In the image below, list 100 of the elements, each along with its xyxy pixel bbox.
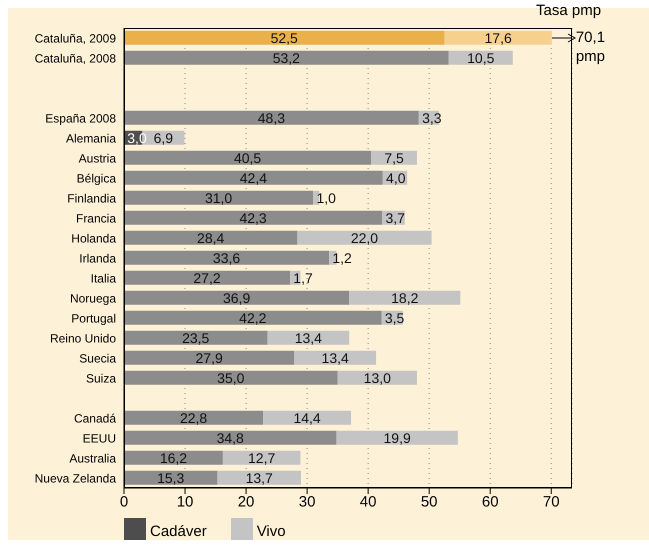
bar <box>124 150 372 165</box>
data-label: 22,0 <box>350 230 378 246</box>
bar <box>217 470 302 485</box>
bar <box>124 410 264 425</box>
data-label: 53,2 <box>272 50 300 66</box>
legend-label: Cadáver <box>150 523 207 540</box>
data-label: 35,0 <box>217 370 245 386</box>
y-tick-label: Nueva Zelanda <box>34 471 116 486</box>
data-label: 14,4 <box>293 410 321 426</box>
data-label: 19,9 <box>384 430 411 446</box>
bar <box>124 450 223 465</box>
x-tick-label: 0 <box>120 494 128 511</box>
bar <box>124 270 290 285</box>
y-tick-label: Portugal <box>71 311 116 326</box>
data-label: 27,9 <box>196 350 223 366</box>
data-label: 13,7 <box>246 470 274 486</box>
y-tick-label: EEUU <box>82 431 116 446</box>
bar <box>267 330 350 345</box>
bar <box>294 350 376 365</box>
x-tick-label: 50 <box>420 494 438 511</box>
data-label: 1,2 <box>332 250 352 266</box>
data-label: 4,0 <box>386 170 406 186</box>
data-label: 52,5 <box>270 30 298 46</box>
y-tick-label: Reino Unido <box>50 331 116 346</box>
data-label: 28,4 <box>197 230 225 246</box>
data-label: 1,7 <box>293 270 313 286</box>
data-label: 13,4 <box>322 350 350 366</box>
data-label: 13,4 <box>294 330 322 346</box>
x-tick-label: 10 <box>176 494 194 511</box>
bar <box>124 110 419 125</box>
x-tick-label: 70 <box>542 494 560 511</box>
y-tick-label: Holanda <box>71 231 116 246</box>
bar <box>313 190 320 205</box>
data-label: 16,2 <box>160 450 188 466</box>
bar <box>124 370 338 385</box>
data-label: 40,5 <box>234 150 262 166</box>
bar <box>124 170 383 185</box>
data-label: 3,3 <box>422 110 442 126</box>
data-label: 23,5 <box>182 330 210 346</box>
y-tick-label: España 2008 <box>45 111 116 126</box>
y-tick-label: Bélgica <box>76 171 116 186</box>
bar <box>338 370 417 385</box>
legend-label: Vivo <box>256 523 286 540</box>
data-label: 3,7 <box>385 210 406 226</box>
data-label: 42,4 <box>240 170 268 186</box>
text: Tasa pmp <box>536 2 602 19</box>
data-label: 36,9 <box>222 290 250 306</box>
bar <box>263 410 352 425</box>
data-label: 10,5 <box>467 50 495 66</box>
y-tick-label: Austria <box>78 151 116 166</box>
data-label: 17,6 <box>484 30 512 46</box>
x-tick-label: 60 <box>482 494 499 511</box>
x-tick-label: 30 <box>298 494 316 511</box>
data-label: 27,2 <box>193 270 221 286</box>
y-tick-label: Suecia <box>79 351 116 366</box>
data-label: 1,0 <box>316 190 336 206</box>
data-label: 34,8 <box>216 430 244 446</box>
bar <box>349 290 460 305</box>
y-tick-label: Francia <box>76 211 116 226</box>
bar <box>297 230 432 245</box>
bar <box>124 190 314 205</box>
bar <box>124 230 298 245</box>
y-tick-label: Finlandia <box>67 191 116 206</box>
bar <box>222 450 300 465</box>
bar <box>124 430 336 445</box>
bar <box>124 50 449 65</box>
data-label: 18,2 <box>391 290 419 306</box>
bar <box>124 290 350 305</box>
data-label: 33,6 <box>212 250 240 266</box>
data-label: 42,3 <box>239 210 267 226</box>
data-label: 12,7 <box>248 450 276 466</box>
data-label: 13,0 <box>364 370 392 386</box>
bar <box>124 470 218 485</box>
bar <box>444 30 552 45</box>
data-label: 6,9 <box>154 130 174 146</box>
y-tick-label: Noruega <box>70 291 116 306</box>
data-label: 42,2 <box>239 310 267 326</box>
y-tick-label: Alemania <box>66 131 116 146</box>
y-tick-label: Cataluña, 2009 <box>34 31 116 46</box>
bar <box>124 310 382 325</box>
data-label: 31,0 <box>204 190 232 206</box>
data-label: 3,5 <box>384 310 405 326</box>
x-tick-label: 20 <box>238 494 254 511</box>
y-tick-label: Suiza <box>86 371 116 386</box>
bar <box>124 350 294 365</box>
bar <box>336 430 458 445</box>
bar <box>124 250 330 265</box>
y-tick-label: Canadá <box>74 411 116 426</box>
y-tick-label: Irlanda <box>79 251 116 266</box>
data-label: 7,5 <box>384 150 404 166</box>
bar <box>124 210 382 225</box>
data-label: 22,8 <box>180 410 208 426</box>
y-tick-label: Cataluña, 2008 <box>34 51 116 66</box>
data-label: 48,3 <box>258 110 286 126</box>
x-tick-label: 40 <box>360 494 376 511</box>
bar <box>124 330 268 345</box>
y-tick-label: Italia <box>90 271 116 286</box>
y-tick-label: Australia <box>69 451 116 466</box>
data-label: 15,3 <box>157 470 185 486</box>
annotation: 70,1 pmp <box>576 28 606 66</box>
